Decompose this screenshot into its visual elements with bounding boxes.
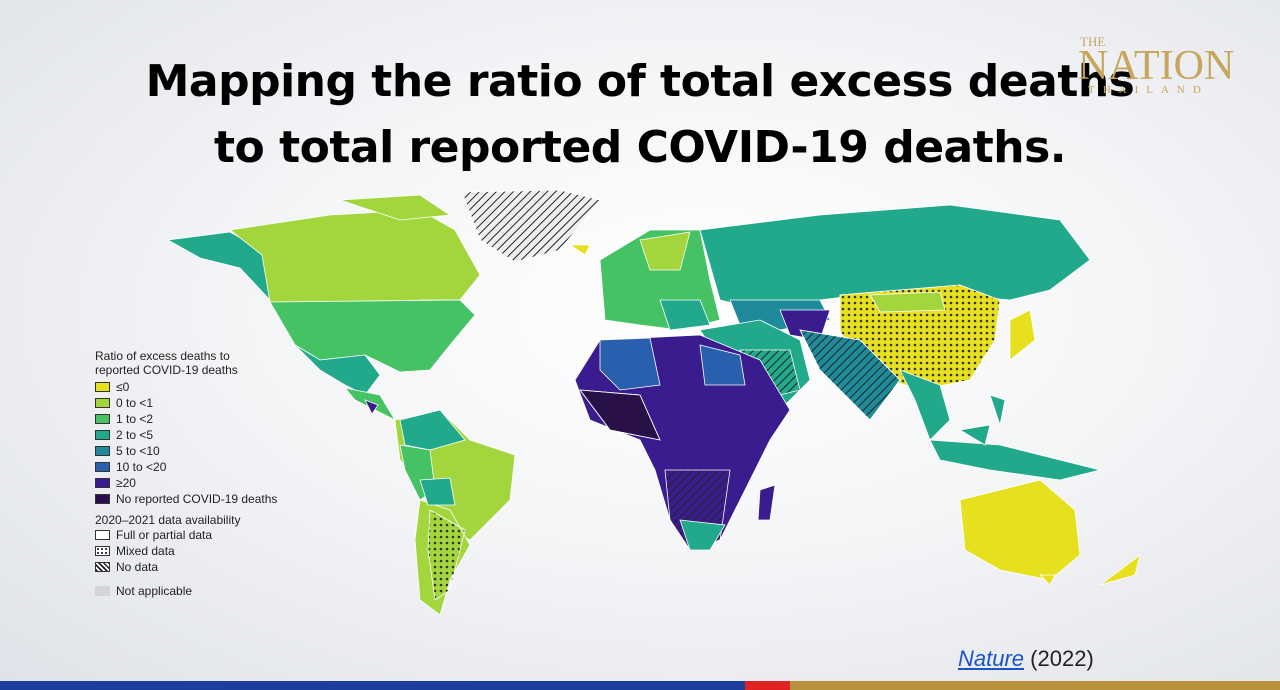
legend-label: No data	[116, 560, 159, 574]
legend-swatch	[95, 546, 110, 556]
legend-swatch	[95, 430, 110, 440]
legend-label: No reported COVID-19 deaths	[116, 492, 278, 506]
logo-text: NATION	[1078, 43, 1235, 89]
legend-item: 5 to <10	[95, 443, 277, 459]
legend-label: 5 to <10	[116, 444, 160, 458]
source-year: (2022)	[1030, 646, 1094, 671]
legend-label: 10 to <20	[116, 460, 167, 474]
legend-item: ≥20	[95, 475, 277, 491]
legend-label: Full or partial data	[116, 528, 213, 542]
legend-item: ≤0	[95, 379, 277, 395]
land	[166, 189, 1141, 616]
legend-swatch	[95, 562, 110, 572]
legend-subtitle: 2020–2021 data availability	[95, 513, 241, 527]
legend-item: 0 to <1	[95, 395, 277, 411]
source: Nature (2022)	[958, 646, 1094, 672]
legend-label: ≥20	[116, 476, 136, 490]
legend-label: 0 to <1	[116, 396, 154, 410]
legend-label: 2 to <5	[116, 428, 154, 442]
legend-swatch	[95, 446, 110, 456]
legend-title: Ratio of excess deaths to	[95, 349, 230, 363]
title-line: to total reported COVID-19 deaths.	[214, 122, 1067, 173]
title-line: Mapping the ratio of total excess deaths	[145, 56, 1135, 107]
legend-item: 2 to <5	[95, 427, 277, 443]
logo-text: THE	[1080, 34, 1106, 49]
footer-stripe	[0, 681, 745, 690]
legend-swatch	[95, 398, 110, 408]
logo-text: THAILAND	[1088, 84, 1209, 96]
legend-label: ≤0	[116, 380, 130, 394]
legend-title: reported COVID-19 deaths	[95, 363, 238, 377]
legend-item: 1 to <2	[95, 411, 277, 427]
legend-swatch	[95, 478, 110, 488]
legend-item: 10 to <20	[95, 459, 277, 475]
footer-stripe	[745, 681, 790, 690]
legend-swatch	[95, 494, 110, 504]
source-link[interactable]: Nature	[958, 646, 1025, 671]
legend-label: Mixed data	[116, 544, 175, 558]
legend-label: 1 to <2	[116, 412, 154, 426]
legend-label: Not applicable	[116, 584, 193, 598]
legend: Ratio of excess deaths to reported COVID…	[95, 349, 277, 599]
legend-swatch	[95, 414, 110, 424]
footer-stripe	[790, 681, 1280, 690]
legend-swatch	[95, 530, 110, 540]
legend-item: No reported COVID-19 deaths	[95, 491, 277, 507]
legend-swatch	[95, 382, 110, 392]
legend-swatch	[95, 462, 110, 472]
legend-swatch	[95, 586, 110, 596]
